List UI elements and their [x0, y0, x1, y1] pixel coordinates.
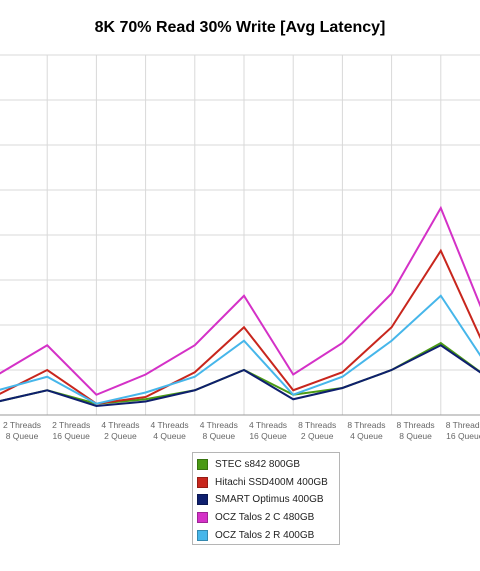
- x-tick-label: 4 Threads: [200, 420, 238, 430]
- legend-swatch: [197, 512, 208, 524]
- x-tick-label: 8 Threads: [298, 420, 336, 430]
- x-tick-label: 4 Threads: [151, 420, 189, 430]
- legend-swatch: [197, 459, 208, 471]
- legend: STEC s842 800GB Hitachi SSD400M 400GB SMAR…: [192, 452, 340, 545]
- legend-item: OCZ Talos 2 R 400GB: [197, 526, 339, 544]
- series-line-hitachi-ssd400m-400gb: [0, 248, 480, 405]
- x-tick-label: 16 Queue: [53, 431, 91, 441]
- legend-item: OCZ Talos 2 C 480GB: [197, 509, 339, 527]
- x-tick-label: 8 Threads: [446, 420, 480, 430]
- legend-label: STEC s842 800GB: [215, 459, 301, 471]
- series-line-stec-s842-800gb: [0, 341, 480, 405]
- series-line-smart-optimus-400gb: [0, 344, 480, 408]
- x-tick-label: 8 Queue: [399, 431, 432, 441]
- x-tick-label: 8 Queue: [202, 431, 235, 441]
- x-tick-label: 8 Queue: [6, 431, 39, 441]
- x-tick-label: 16 Queue: [249, 431, 287, 441]
- series-line-ocz-talos-2-c-480gb: [0, 205, 480, 396]
- legend-item: SMART Optimus 400GB: [197, 491, 339, 509]
- legend-label: OCZ Talos 2 C 480GB: [215, 512, 315, 524]
- chart-title: 8K 70% Read 30% Write [Avg Latency]: [94, 19, 386, 36]
- legend-swatch: [197, 494, 208, 506]
- series-line-ocz-talos-2-r-400gb: [0, 294, 480, 405]
- x-tick-label: 4 Threads: [249, 420, 287, 430]
- x-tick-label: 16 Queue: [446, 431, 480, 441]
- x-tick-label: 8 Threads: [347, 420, 385, 430]
- legend-label: Hitachi SSD400M 400GB: [215, 476, 328, 488]
- legend-swatch: [197, 529, 208, 541]
- x-tick-label: 2 Threads: [52, 420, 90, 430]
- x-tick-label: 4 Threads: [101, 420, 139, 430]
- legend-item: STEC s842 800GB: [197, 456, 339, 474]
- x-tick-label: 4 Queue: [153, 431, 186, 441]
- x-tick-label: 4 Queue: [350, 431, 383, 441]
- legend-item: Hitachi SSD400M 400GB: [197, 474, 339, 492]
- legend-label: OCZ Talos 2 R 400GB: [215, 529, 315, 541]
- legend-swatch: [197, 476, 208, 488]
- x-tick-label: 8 Threads: [397, 420, 435, 430]
- x-tick-label: 2 Queue: [301, 431, 334, 441]
- legend-label: SMART Optimus 400GB: [215, 494, 324, 506]
- x-tick-label: 2 Queue: [104, 431, 137, 441]
- x-tick-label: 2 Threads: [3, 420, 41, 430]
